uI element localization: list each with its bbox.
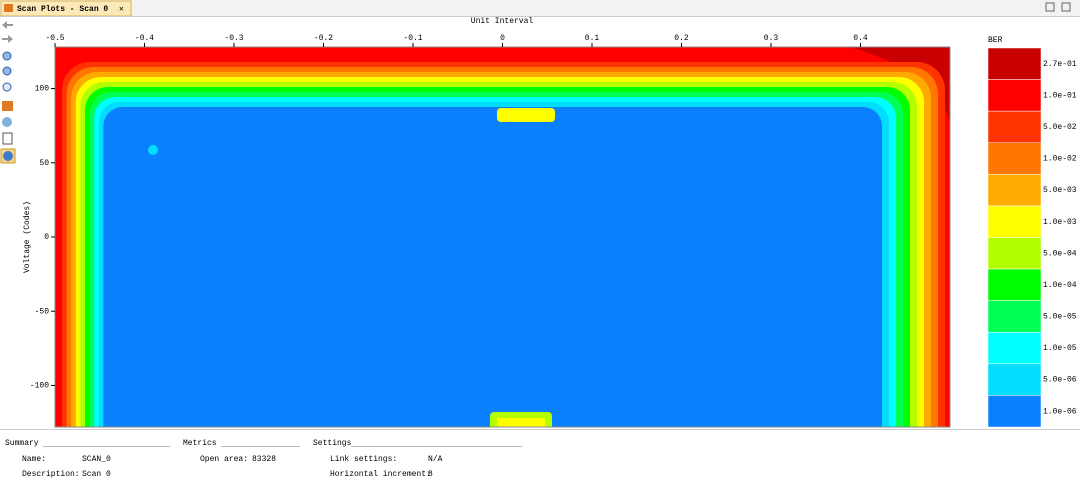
x-axis-label: Unit Interval (471, 17, 534, 26)
legend: 2.7e-01 1.0e-01 5.0e-02 1.0e-02 5.0e-03 1.0e-… (987, 47, 1077, 428)
y-axis-label: Voltage (Codes) (23, 201, 32, 273)
fit-btn[interactable] (2, 101, 13, 111)
zoom-out-btn[interactable] (2, 66, 12, 76)
x-tick-label: 0.3 (764, 34, 779, 43)
y-tick-label: -100 (30, 382, 49, 391)
legend-swatch (987, 205, 1042, 238)
tab-close[interactable]: ✕ (119, 5, 124, 14)
y-tick-label: -50 (35, 307, 50, 316)
legend-swatch (987, 110, 1042, 143)
help-icon (3, 151, 13, 161)
x-tick-label: -0.4 (135, 34, 154, 43)
field-value: 8 (428, 470, 433, 479)
legend-label: 1.0e-02 (1043, 155, 1077, 164)
legend-label: 1.0e-03 (1043, 218, 1077, 227)
contour-region (497, 418, 545, 427)
tab-icon (4, 4, 13, 12)
legend-swatch (987, 332, 1042, 365)
restore-btn[interactable] (1045, 2, 1055, 12)
field-value: N/A (428, 455, 443, 464)
contour-region (103, 107, 882, 427)
x-tick-label: 0.1 (585, 34, 600, 43)
legend-label: 5.0e-02 (1043, 123, 1077, 132)
legend-label: 1.0e-05 (1043, 344, 1077, 353)
zoom-fit-btn[interactable] (2, 82, 12, 92)
x-tick-label: -0.1 (403, 34, 422, 43)
legend-swatch (987, 268, 1042, 301)
popout-btn[interactable] (1061, 2, 1071, 12)
forward-btn[interactable] (2, 35, 13, 43)
refresh-btn[interactable] (2, 117, 12, 127)
x-tick-label: -0.5 (45, 34, 64, 43)
section-title: Summary (5, 439, 39, 448)
legend-label: 2.7e-01 (1043, 60, 1077, 69)
tab-title: Scan Plots - Scan 0 (17, 5, 108, 14)
field-label: Link settings: (330, 455, 397, 464)
legend-label: 1.0e-04 (1043, 281, 1077, 290)
legend-swatch (987, 237, 1042, 270)
field-value: SCAN_0 (82, 455, 111, 464)
x-tick-label: 0 (500, 34, 505, 43)
field-label: Name: (22, 455, 46, 464)
legend-label: 5.0e-04 (1043, 249, 1077, 258)
legend-swatch (987, 142, 1042, 175)
legend-label: 1.0e-06 (1043, 407, 1077, 416)
section-title: Metrics (183, 439, 217, 448)
legend-label: 1.0e-01 (1043, 91, 1077, 100)
field-value: Scan 0 (82, 470, 111, 479)
export-btn[interactable] (2, 132, 13, 145)
x-tick-label: 0.4 (853, 34, 868, 43)
y-tick-label: 0 (44, 233, 49, 242)
contour-region (148, 145, 158, 155)
field-label: Open area: (200, 455, 248, 464)
x-tick-label: -0.2 (314, 34, 333, 43)
tab-bar (0, 0, 1080, 16)
legend-swatch (987, 174, 1042, 207)
field-label: Horizontal increment: (330, 470, 431, 479)
field-value: 83328 (252, 455, 276, 464)
x-tick-label: 0.2 (674, 34, 689, 43)
legend-swatch (987, 47, 1042, 80)
legend-swatch (987, 79, 1042, 112)
plot-area (55, 47, 950, 427)
section-title: Settings (313, 439, 352, 448)
legend-label: 5.0e-03 (1043, 186, 1077, 195)
y-tick-label: 100 (35, 85, 50, 94)
field-label: Description: (22, 470, 80, 479)
toolbar (0, 21, 16, 164)
contour-region (497, 108, 555, 122)
back-btn[interactable] (2, 21, 13, 29)
zoom-in-btn[interactable] (2, 51, 12, 61)
legend-swatch (987, 363, 1042, 396)
x-tick-label: -0.3 (224, 34, 243, 43)
legend-swatch (987, 395, 1042, 428)
legend-label: 5.0e-05 (1043, 313, 1077, 322)
legend-swatch (987, 300, 1042, 333)
y-tick-label: 50 (39, 159, 49, 168)
legend-label: 5.0e-06 (1043, 376, 1077, 385)
legend-title: BER (988, 36, 1003, 45)
